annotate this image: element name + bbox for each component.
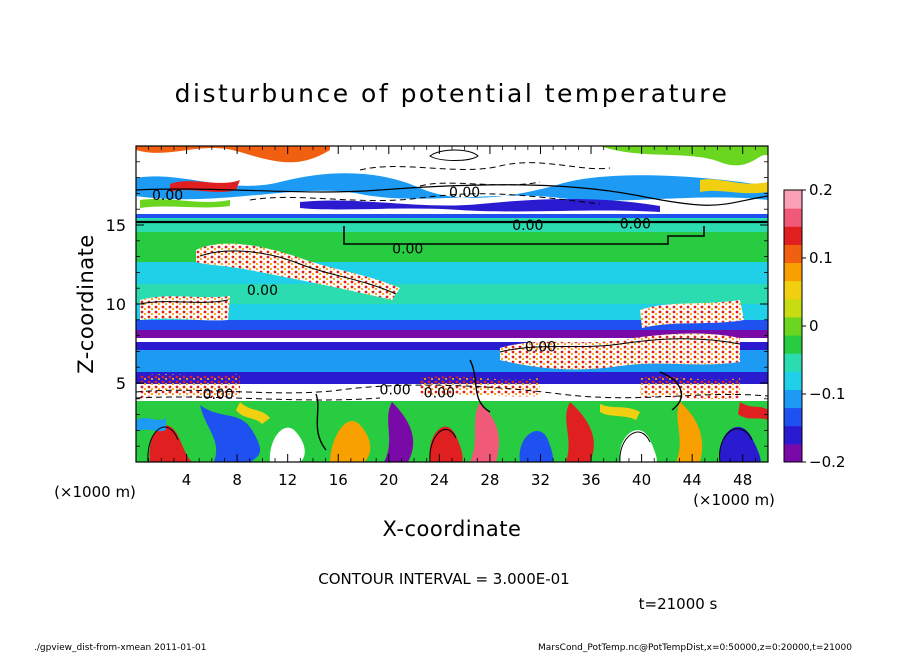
contour-label: 0.00 [449,185,480,201]
colorbar-swatch [784,244,802,264]
x-tick-label: 44 [683,471,702,489]
x-axis-ticks: 4 8 12 16 20 24 28 32 36 40 44 48 [148,146,756,489]
band-purple-8km [136,330,768,338]
colorbar-swatch [784,262,802,282]
band-white-7.5km [136,338,768,342]
x-tick-label: 12 [278,471,297,489]
contour-label: 0.00 [203,387,234,403]
colorbar-swatch [784,443,802,463]
x-tick-label: 40 [632,471,651,489]
y-axis-title: Z-coordinate [74,234,98,374]
y-axis-unit: (×1000 m) [54,483,136,501]
contour-label: 0.00 [424,385,455,401]
x-tick-label: 48 [733,471,752,489]
contour-interval-text: CONTOUR INTERVAL = 3.000E-01 [318,570,569,588]
contour-labels: 0.00 0.00 0.00 0.00 0.00 0.00 0.00 0.00 0.00 0.00 [152,185,651,403]
lower-blobs [136,402,768,462]
colorbar-swatch [784,425,802,445]
contour-dashed-upper-2 [419,181,541,187]
contour-lower-3 [619,431,651,462]
contour-label: 0.00 [392,242,423,258]
contour-zero-upper [136,184,768,206]
contour-mid-1 [199,250,397,295]
x-tick-label: 36 [581,471,600,489]
colorbar-swatch [784,371,802,390]
colorbar-swatch [784,280,802,300]
contour-lower-1 [147,426,179,462]
contour-label: 0.00 [152,188,183,204]
colorbar-tick-label: 0.2 [809,181,833,199]
colorbar-tick-label: 0.1 [809,249,833,267]
x-axis-unit: (×1000 m) [693,491,775,509]
contour-mid-6 [659,371,683,411]
contour-mid-4 [469,359,491,413]
x-tick-label: 28 [480,471,499,489]
band-teal-15km [136,218,768,232]
plot-area: 0.00 0.00 0.00 0.00 0.00 0.00 0.00 0.00 0.00 0.00 [136,146,768,462]
contour-mid-3 [499,338,741,353]
contour-upper-ellipse [429,149,479,161]
contour-mid-5 [315,393,327,451]
contour-label: 0.00 [512,218,543,234]
y-tick-label: 5 [116,374,126,393]
contour-lower-4 [719,428,753,462]
x-axis-title: X-coordinate [383,517,522,541]
colorbar-swatch [784,316,802,336]
x-tick-label: 16 [329,471,348,489]
contour-lower-2 [429,429,457,462]
contour-label: 0.00 [247,283,278,299]
colorbar-swatch [784,226,802,245]
x-tick-label: 20 [379,471,398,489]
y-axis-ticks: 5 10 15 [106,161,768,447]
contour-lines [136,149,768,462]
colorbar-tick-label: −0.1 [809,385,845,403]
colorbar-swatch [784,407,802,427]
colorbar-swatch [784,353,802,372]
x-tick-label: 8 [232,471,242,489]
contour-mid-2 [139,299,229,305]
band-blue-16km [136,214,768,218]
band-cyan-9km [136,304,768,320]
colorbar-swatch [784,335,802,354]
x-tick-label: 32 [531,471,550,489]
contour-label: 0.00 [525,340,556,356]
colorbar-tick-label: −0.2 [809,453,845,471]
colorbar-swatch [784,190,802,209]
band-blue-8.5km [136,320,768,330]
contour-dashed-lower-1 [136,384,768,399]
y-tick-label: 10 [106,295,126,314]
contour-dashed-upper-1 [359,162,611,171]
band-blue-7km [136,341,768,350]
footer-left: ./gpview_dist-from-xmean 2011-01-01 [34,643,206,653]
upper-streaks [136,146,768,212]
band-teal-10km [136,284,768,304]
chart-title: disturbunce of potential temperature [175,79,730,108]
contour-dashed-upper-3 [249,193,601,205]
colorbar-swatch [784,389,802,409]
contour-zero-box [343,226,705,245]
mid-turbulence [140,243,744,400]
colorbar-ticks: −0.2 −0.1 0 0.1 0.2 [802,181,845,471]
footer-right: MarsCond_PotTemp.nc@PotTempDist,x=0:5000… [538,643,852,653]
y-tick-label: 15 [106,216,126,235]
contour-dashed-lower-2 [136,396,381,401]
colorbar: −0.2 −0.1 0 0.1 0.2 [783,181,845,471]
time-text: t=21000 s [639,595,718,613]
colorbar-swatches [784,190,802,463]
contour-label: 0.00 [620,216,651,232]
colorbar-swatch [784,298,802,318]
contour-label: 0.00 [380,382,411,398]
colorbar-swatch [784,208,802,227]
x-tick-label: 24 [430,471,449,489]
colorbar-tick-label: 0 [809,317,819,335]
x-tick-label: 4 [182,471,192,489]
